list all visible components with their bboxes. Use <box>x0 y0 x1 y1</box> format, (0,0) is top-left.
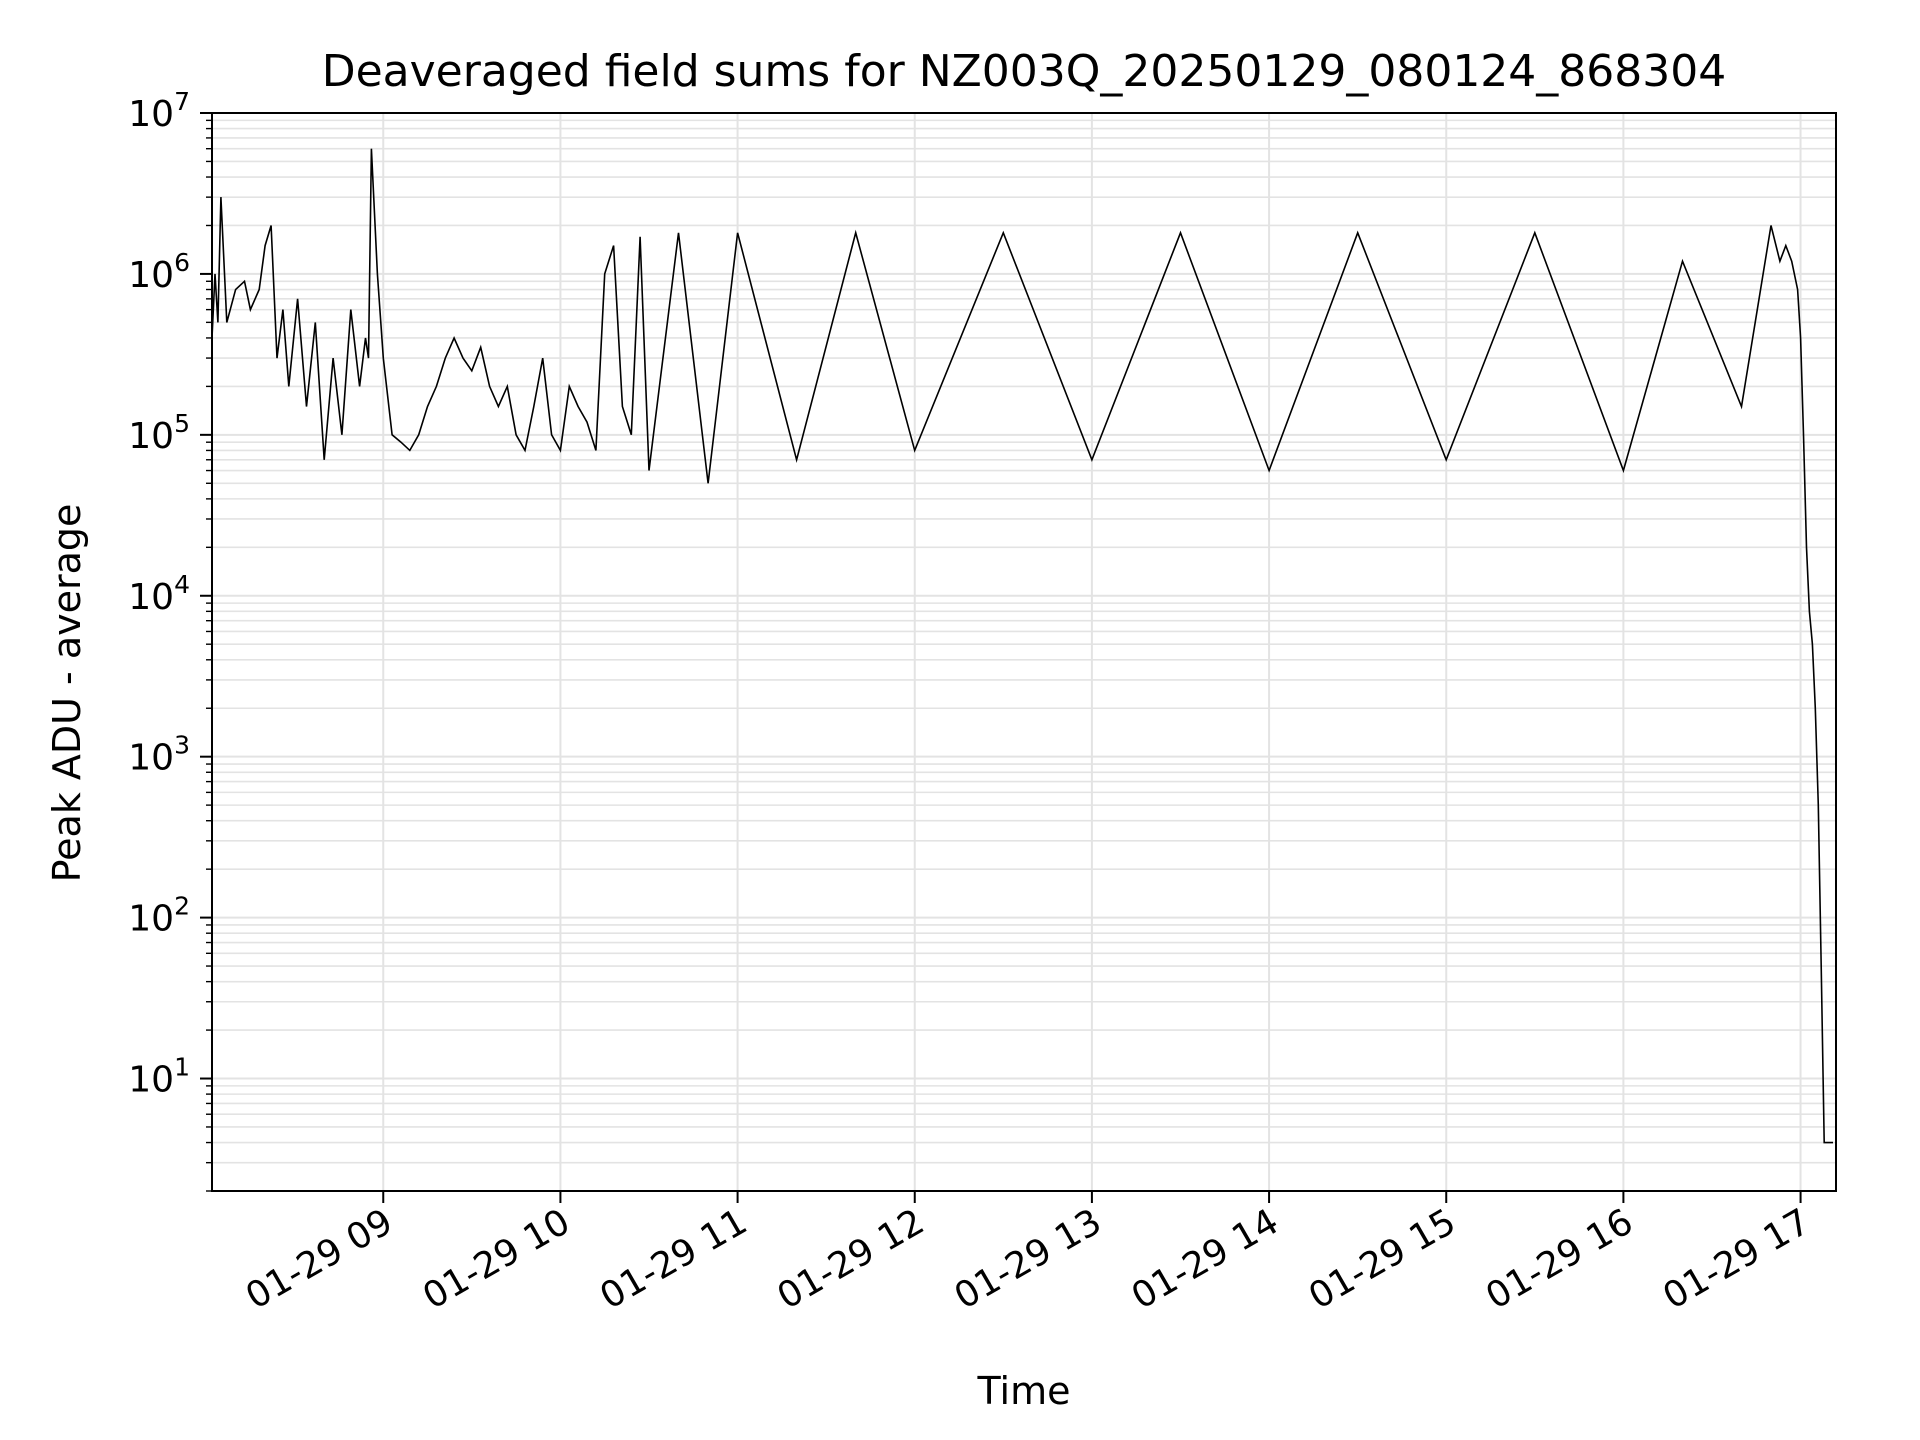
chart-title: Deaveraged field sums for NZ003Q_2025012… <box>322 46 1727 97</box>
x-tick-label: 01-29 14 <box>1125 1201 1286 1317</box>
x-axis-label: Time <box>977 1369 1071 1413</box>
y-tick-label: 105 <box>128 409 190 457</box>
series-layer <box>212 148 1833 1144</box>
y-tick-label: 107 <box>128 87 190 135</box>
x-tick-label: 01-29 11 <box>593 1201 754 1317</box>
y-tick-label: 103 <box>128 731 190 779</box>
x-tick-label: 01-29 10 <box>416 1201 577 1317</box>
y-tick-label: 102 <box>128 892 190 940</box>
y-tick-label: 106 <box>128 248 190 296</box>
plot-frame <box>211 112 1837 1192</box>
x-tick-label: 01-29 17 <box>1656 1201 1817 1317</box>
x-tick-label: 01-29 15 <box>1302 1201 1463 1317</box>
x-tick-label: 01-29 13 <box>948 1201 1109 1317</box>
x-tick-label: 01-29 16 <box>1479 1201 1640 1317</box>
series-line <box>212 148 1833 1144</box>
y-tick-label: 101 <box>128 1053 190 1101</box>
y-tick-label: 104 <box>128 570 190 618</box>
x-tick-label: 01-29 09 <box>239 1201 400 1317</box>
x-tick-label: 01-29 12 <box>771 1201 932 1317</box>
y-axis-label: Peak ADU - average <box>45 504 89 883</box>
grid <box>212 112 1836 1192</box>
